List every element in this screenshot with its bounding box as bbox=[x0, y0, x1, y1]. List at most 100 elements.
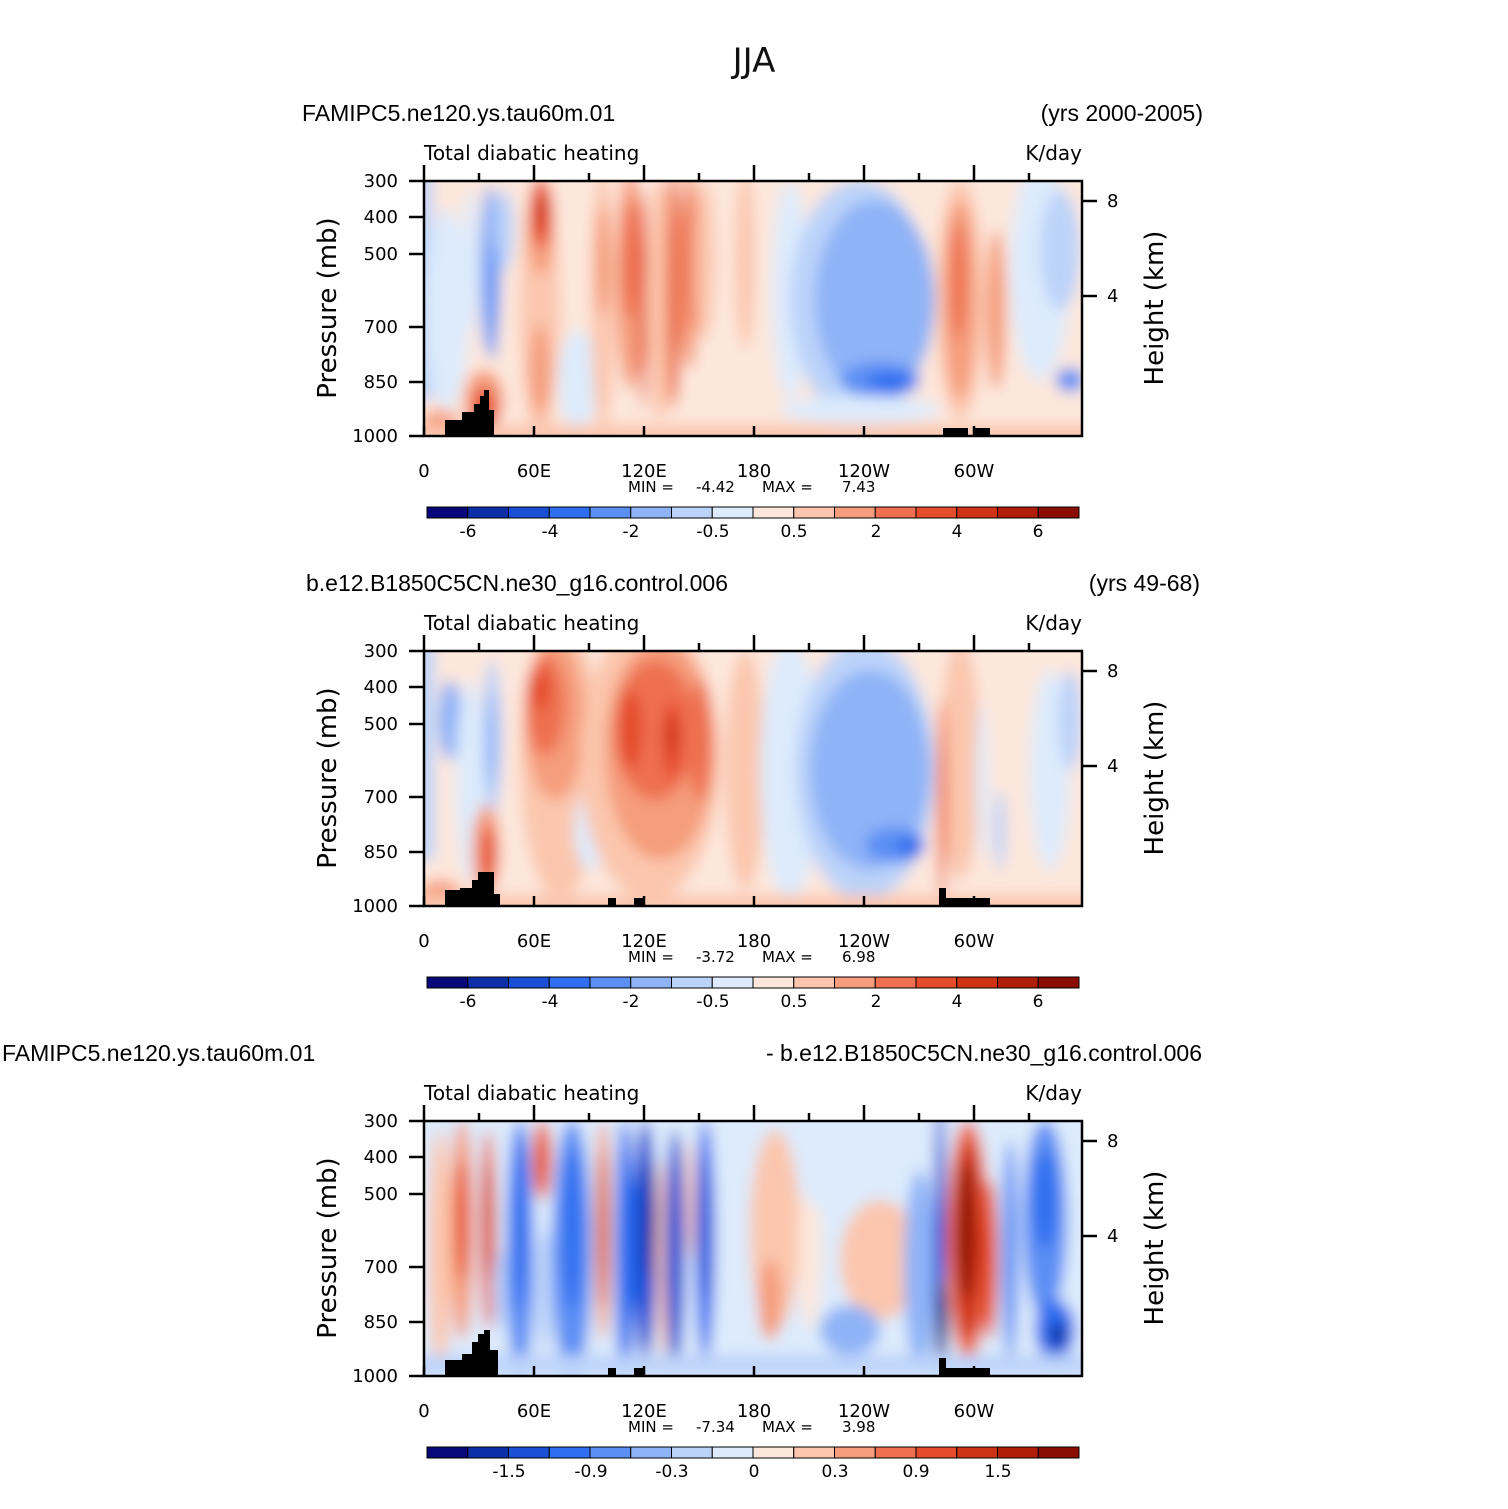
max-label: MAX = bbox=[762, 948, 813, 966]
y2-tick-label: 8 bbox=[1107, 191, 1118, 212]
colorbar-swatch bbox=[997, 506, 1039, 519]
heatmap-field bbox=[424, 651, 1082, 906]
colorbar-swatch bbox=[467, 506, 509, 519]
colorbar-label: 2 bbox=[871, 522, 882, 542]
y-tick-label: 400 bbox=[364, 1147, 398, 1168]
case-years: (yrs 49-68) bbox=[1089, 570, 1200, 596]
colorbar-swatch bbox=[997, 976, 1039, 989]
colorbar-label: -0.3 bbox=[655, 1462, 688, 1482]
colorbar-swatch bbox=[752, 976, 795, 989]
colorbar-swatch bbox=[589, 976, 632, 989]
x-tick-label: 60E bbox=[517, 461, 551, 482]
y2-tick-label: 8 bbox=[1107, 1131, 1118, 1152]
x-tick-label: 120E bbox=[621, 461, 667, 482]
y-tick-label: 400 bbox=[364, 677, 398, 698]
x-ticks bbox=[422, 165, 1031, 436]
colorbar-swatch bbox=[956, 1446, 998, 1459]
colorbar-swatch bbox=[1037, 976, 1080, 989]
x-tick-label: 120W bbox=[838, 1401, 890, 1422]
colorbar-swatch bbox=[508, 506, 550, 519]
max-label: MAX = bbox=[762, 1418, 813, 1436]
colorbar-swatch bbox=[671, 506, 713, 519]
colorbar-label: 6 bbox=[1033, 992, 1044, 1012]
colorbar-label: 0.3 bbox=[821, 1462, 848, 1482]
case-name: FAMIPC5.ne120.ys.tau60m.01 bbox=[302, 100, 615, 126]
colorbar-swatch bbox=[671, 1446, 713, 1459]
colorbar-swatch bbox=[589, 506, 632, 519]
colorbar-swatch bbox=[793, 506, 835, 519]
y-tick-label: 300 bbox=[364, 171, 398, 192]
y-tick-label: 700 bbox=[364, 787, 398, 808]
colorbar-swatch bbox=[874, 976, 917, 989]
x-tick-label: 120W bbox=[838, 461, 890, 482]
colorbar-swatch bbox=[467, 976, 509, 989]
colorbar-label: 0 bbox=[749, 1462, 760, 1482]
colorbar-label: -1.5 bbox=[492, 1462, 525, 1482]
x-tick-label: 60W bbox=[954, 1401, 995, 1422]
min-value: -7.34 bbox=[696, 1418, 735, 1436]
case-years: - b.e12.B1850C5CN.ne30_g16.control.006 bbox=[766, 1040, 1202, 1066]
x-tick-label: 0 bbox=[418, 461, 429, 482]
colorbar-label: -0.9 bbox=[574, 1462, 607, 1482]
min-label: MIN = bbox=[628, 1418, 674, 1436]
colorbar-label: -6 bbox=[460, 992, 477, 1012]
colorbar-swatch bbox=[630, 506, 672, 519]
y2-axis-label: Height (km) bbox=[1140, 231, 1170, 386]
colorbar-swatch bbox=[1037, 1446, 1080, 1459]
y2-tick-label: 8 bbox=[1107, 661, 1118, 682]
colorbar-swatch bbox=[915, 506, 958, 519]
colorbar-swatch bbox=[834, 506, 876, 519]
colorbar-swatch bbox=[671, 976, 713, 989]
colorbar-swatch bbox=[915, 976, 958, 989]
y-tick-label: 850 bbox=[364, 1312, 398, 1333]
y-tick-label: 850 bbox=[364, 372, 398, 393]
y-axis-label: Pressure (mb) bbox=[313, 217, 343, 398]
y-tick-label: 1000 bbox=[352, 426, 398, 447]
colorbar-swatch bbox=[426, 976, 469, 989]
y-ticks bbox=[409, 179, 1097, 438]
x-ticks bbox=[422, 1105, 1031, 1376]
colorbar-label: 4 bbox=[952, 992, 963, 1012]
x-tick-label: 0 bbox=[418, 1401, 429, 1422]
y-tick-label: 1000 bbox=[352, 1366, 398, 1387]
panel-subtitle: Total diabatic heating bbox=[423, 1081, 639, 1105]
panel-subtitle: Total diabatic heating bbox=[423, 611, 639, 635]
panel-units: K/day bbox=[1025, 141, 1082, 165]
colorbar-label: 4 bbox=[952, 522, 963, 542]
max-value: 6.98 bbox=[842, 948, 875, 966]
colorbar-swatch bbox=[548, 976, 591, 989]
x-tick-label: 180 bbox=[737, 931, 771, 952]
colorbar-swatch bbox=[752, 506, 795, 519]
heatmap-field bbox=[424, 1121, 1082, 1376]
x-tick-label: 180 bbox=[737, 1401, 771, 1422]
colorbar-swatch bbox=[874, 1446, 917, 1459]
y2-axis-label: Height (km) bbox=[1140, 701, 1170, 856]
y-tick-label: 700 bbox=[364, 1257, 398, 1278]
colorbar-label: 6 bbox=[1033, 522, 1044, 542]
colorbar-swatch bbox=[956, 506, 998, 519]
y2-tick-label: 4 bbox=[1107, 1226, 1118, 1247]
y-tick-label: 850 bbox=[364, 842, 398, 863]
x-tick-label: 120W bbox=[838, 931, 890, 952]
colorbar-swatch bbox=[508, 976, 550, 989]
colorbar bbox=[426, 1446, 1080, 1459]
colorbar-swatch bbox=[630, 976, 672, 989]
colorbar-swatch bbox=[548, 506, 591, 519]
colorbar bbox=[426, 976, 1080, 989]
colorbar-swatch bbox=[1037, 506, 1080, 519]
colorbar-swatch bbox=[711, 506, 754, 519]
x-tick-label: 120E bbox=[621, 1401, 667, 1422]
colorbar-swatch bbox=[548, 1446, 591, 1459]
y2-tick-label: 4 bbox=[1107, 286, 1118, 307]
colorbar-label: -4 bbox=[542, 522, 559, 542]
colorbar-swatch bbox=[711, 976, 754, 989]
panel-units: K/day bbox=[1025, 611, 1082, 635]
colorbar-swatch bbox=[834, 1446, 876, 1459]
max-label: MAX = bbox=[762, 478, 813, 496]
colorbar-swatch bbox=[956, 976, 998, 989]
y2-tick-label: 4 bbox=[1107, 756, 1118, 777]
y2-axis-label: Height (km) bbox=[1140, 1171, 1170, 1326]
colorbar-swatch bbox=[874, 506, 917, 519]
heatmap-field bbox=[424, 181, 1082, 436]
